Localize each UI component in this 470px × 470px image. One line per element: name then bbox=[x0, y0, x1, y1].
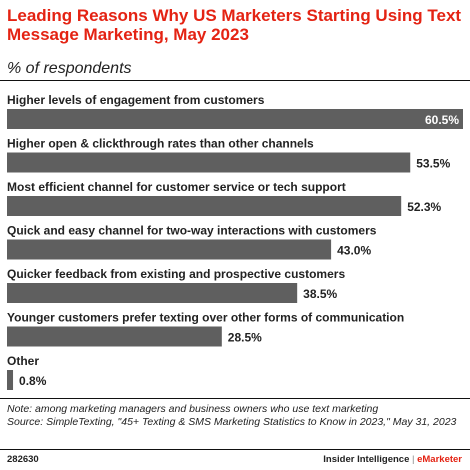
category-label: Quick and easy channel for two-way inter… bbox=[7, 224, 377, 238]
value-label: 38.5% bbox=[303, 287, 337, 301]
footer-divider bbox=[0, 398, 470, 399]
bar bbox=[7, 370, 14, 390]
note-text: Note: among marketing managers and busin… bbox=[7, 403, 379, 415]
value-label: 43.0% bbox=[337, 244, 371, 258]
brand-separator: | bbox=[412, 454, 415, 465]
chart-subtitle: % of respondents bbox=[7, 60, 132, 77]
category-label: Other bbox=[7, 354, 39, 368]
bar bbox=[7, 196, 402, 216]
bar bbox=[7, 152, 411, 173]
value-label: 53.5% bbox=[416, 157, 450, 171]
category-label: Most efficient channel for customer serv… bbox=[7, 180, 346, 194]
category-label: Higher levels of engagement from custome… bbox=[7, 93, 265, 107]
top-divider bbox=[0, 80, 470, 81]
bar bbox=[7, 109, 463, 129]
value-label: 28.5% bbox=[228, 331, 262, 345]
category-label: Higher open & clickthrough rates than ot… bbox=[7, 137, 314, 151]
bar bbox=[7, 283, 298, 303]
source-text: Source: SimpleTexting, "45+ Texting & SM… bbox=[7, 416, 457, 428]
bar bbox=[7, 239, 332, 260]
footnote: Note: among marketing managers and busin… bbox=[7, 403, 463, 429]
chart-id: 282630 bbox=[7, 454, 39, 465]
category-label: Younger customers prefer texting over ot… bbox=[7, 311, 404, 325]
value-label: 60.5% bbox=[425, 113, 459, 127]
value-label: 0.8% bbox=[19, 374, 47, 388]
bottom-divider bbox=[0, 449, 470, 450]
bar bbox=[7, 326, 222, 347]
chart-title: Leading Reasons Why US Marketers Startin… bbox=[7, 6, 462, 44]
brand-insider-intelligence: Insider Intelligence bbox=[323, 454, 410, 465]
brand-logo: Insider Intelligence | eMarketer bbox=[323, 454, 462, 465]
category-label: Quicker feedback from existing and prosp… bbox=[7, 267, 345, 281]
value-label: 52.3% bbox=[407, 200, 441, 214]
brand-emarketer: eMarketer bbox=[417, 454, 462, 465]
bar-chart: Higher levels of engagement from custome… bbox=[7, 93, 463, 390]
